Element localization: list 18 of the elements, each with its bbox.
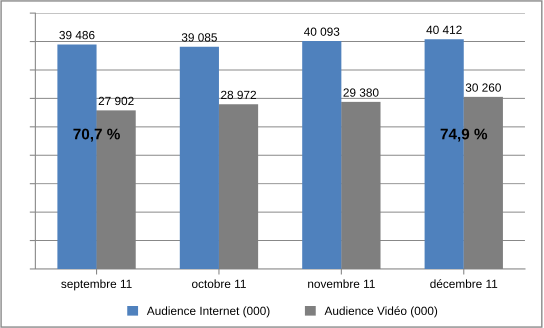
data-label: 27 902 — [98, 96, 134, 106]
legend-label: Audience Vidéo (000) — [324, 306, 438, 318]
data-label: 28 972 — [221, 90, 256, 100]
data-label: 29 380 — [343, 88, 379, 97]
x-tick-label: octobre 11 — [192, 279, 246, 288]
legend-label: Audience Internet (000) — [146, 306, 270, 318]
annotation: 70,7 % — [73, 128, 120, 142]
bar — [180, 46, 219, 269]
data-label: 39 486 — [59, 30, 95, 40]
x-tick-label: septembre 11 — [61, 279, 132, 290]
data-label: 40 093 — [304, 27, 340, 36]
data-label: 40 412 — [426, 26, 462, 34]
data-label: 39 085 — [182, 33, 217, 42]
annotation: 74,9 % — [440, 128, 488, 142]
x-tick-label: décembre 11 — [430, 279, 498, 288]
data-label: 30 260 — [466, 83, 501, 92]
x-tick-label: novembre 11 — [308, 279, 375, 288]
bar — [302, 41, 342, 269]
